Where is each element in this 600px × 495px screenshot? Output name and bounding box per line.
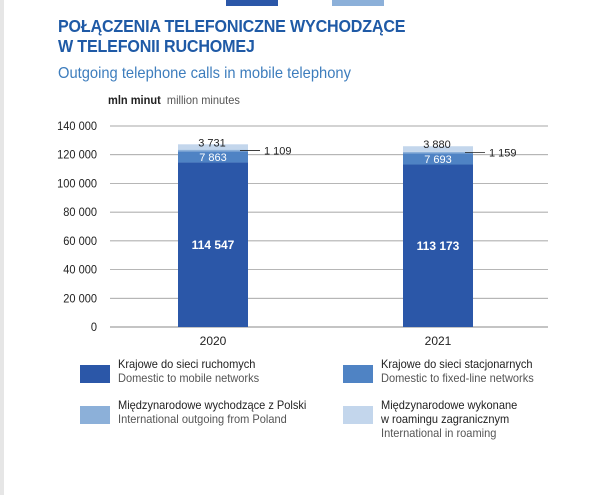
legend-item-domestic-mobile: Krajowe do sieci ruchomych Domestic to m…	[80, 357, 271, 385]
y-tick-label: 0	[91, 322, 97, 334]
legend-label-pl: Międzynarodowe wychodzące z Polski	[118, 398, 307, 412]
bar-intl-outgoing-2020	[178, 149, 248, 152]
chart-title-polish: POŁĄCZENIA TELEFONICZNE WYCHODZĄCE W TEL…	[58, 16, 536, 56]
legend-label-en: International in roaming	[381, 426, 497, 440]
y-tick-label: 100 000	[57, 178, 97, 190]
chart-title-english: Outgoing telephone calls in mobile telep…	[58, 65, 351, 82]
chart-title-polish-line1: POŁĄCZENIA TELEFONICZNE WYCHODZĄCE	[58, 16, 406, 36]
previous-legend-swatch-fragment	[332, 0, 384, 6]
data-label-domestic-fixed: 7 693	[424, 154, 452, 166]
previous-legend-swatch-fragment	[226, 0, 278, 6]
data-label-intl-outgoing: 1 159	[489, 148, 517, 160]
bar-domestic-fixed-2020	[178, 151, 248, 163]
x-tick-label: 2020	[200, 334, 227, 348]
legend-label-pl-line2: w roamingu zagranicznym	[381, 412, 510, 426]
legend-item-intl-roaming: Międzynarodowe wykonane w roamingu zagra…	[343, 398, 529, 440]
legend-label-pl: Krajowe do sieci stacjonarnych	[381, 357, 533, 371]
data-label-domestic-mobile: 113 173	[417, 239, 460, 253]
bar-domestic-mobile-2021	[403, 164, 473, 327]
bar-intl-roaming-2020	[178, 144, 248, 150]
legend-label-en: Domestic to fixed-line networks	[381, 371, 534, 385]
legend-swatch-domestic-fixed	[343, 365, 373, 383]
legend-label-en: Domestic to mobile networks	[118, 371, 260, 385]
legend-label-en: International outgoing from Poland	[118, 412, 287, 426]
bar-domestic-mobile-2020	[178, 162, 248, 327]
data-label-intl-outgoing: 1 109	[264, 145, 292, 157]
legend-item-domestic-fixed: Krajowe do sieci stacjonarnych Domestic …	[343, 357, 547, 385]
y-tick-label: 60 000	[63, 235, 97, 247]
x-tick-label: 2021	[425, 334, 452, 348]
data-label-intl-roaming: 3 731	[198, 137, 226, 149]
bar-intl-outgoing-2021	[403, 151, 473, 154]
legend-swatch-domestic-mobile	[80, 365, 110, 383]
data-label-domestic-mobile: 114 547	[192, 238, 235, 252]
data-label-domestic-fixed: 7 863	[199, 152, 227, 164]
unit-english: million minutes	[166, 93, 240, 107]
legend-swatch-intl-roaming	[343, 406, 373, 424]
y-tick-label: 40 000	[63, 264, 97, 276]
bar-domestic-fixed-2021	[403, 153, 473, 165]
y-axis-unit-label: mln minut million minutes	[108, 93, 240, 107]
legend-swatch-intl-outgoing	[80, 406, 110, 424]
y-tick-label: 140 000	[57, 121, 97, 133]
unit-polish: mln minut	[108, 93, 161, 107]
y-tick-label: 80 000	[63, 207, 97, 219]
y-tick-label: 120 000	[57, 149, 97, 161]
legend-label-pl: Krajowe do sieci ruchomych	[118, 357, 256, 371]
page-edge-rule	[0, 0, 4, 495]
legend-item-intl-outgoing: Międzynarodowe wychodzące z Polski Inter…	[80, 398, 323, 426]
bar-intl-roaming-2021	[403, 146, 473, 152]
y-tick-label: 20 000	[63, 293, 97, 305]
chart-title-polish-line2: W TELEFONII RUCHOMEJ	[58, 36, 255, 56]
legend-label-pl-line1: Międzynarodowe wykonane	[381, 398, 518, 412]
data-label-intl-roaming: 3 880	[423, 139, 451, 151]
